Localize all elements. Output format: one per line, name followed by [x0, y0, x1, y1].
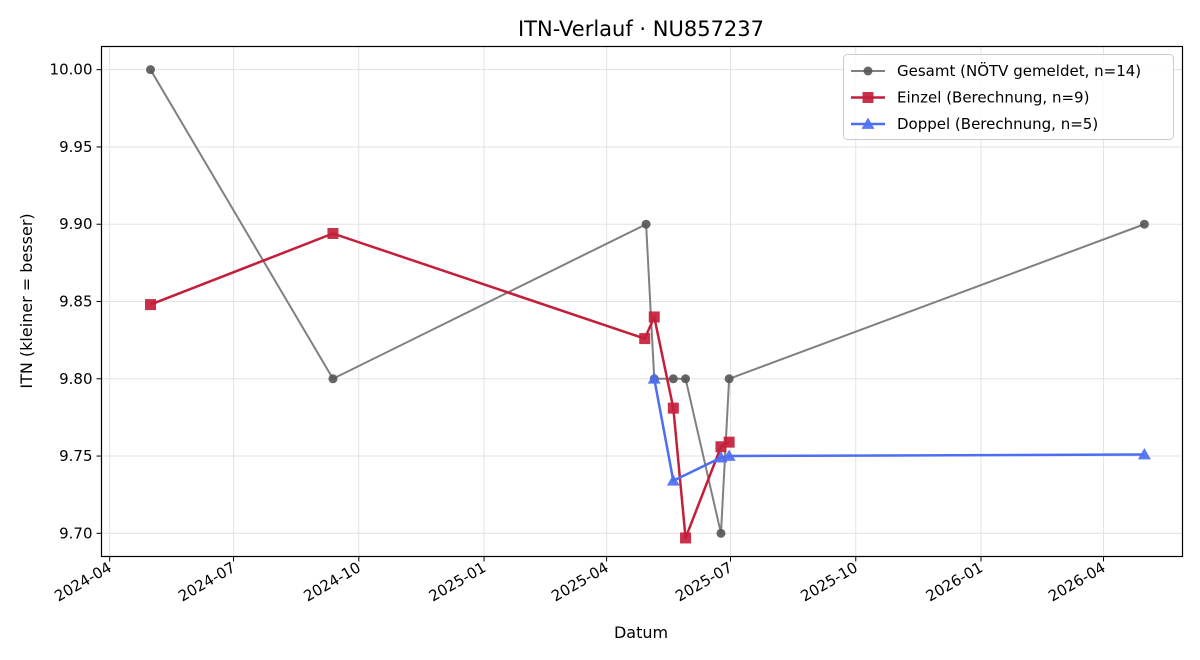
y-axis: 9.70 9.75 9.80 9.85 9.90 9.95 10.00 — [50, 61, 102, 542]
data-point-triangle — [722, 449, 736, 461]
x-tick-label: 2025-10 — [797, 558, 860, 605]
data-point-circle — [146, 65, 156, 75]
y-tick-label: 9.75 — [59, 447, 92, 465]
legend-box — [843, 54, 1174, 140]
x-tick-label: 2024-07 — [175, 558, 238, 605]
chart-title: ITN-Verlauf · NU857237 — [518, 17, 764, 41]
x-axis: 2024-04 2024-07 2024-10 2025-01 2025-04 2025-… — [51, 556, 1109, 605]
series-line — [150, 232, 730, 540]
y-tick-label: 9.85 — [59, 293, 92, 311]
data-point-square — [680, 532, 692, 544]
legend: Gesamt (NÖTV gemeldet, n=14) Einzel (Bere… — [843, 54, 1174, 140]
data-point-triangle — [647, 372, 661, 384]
y-axis-title: ITN (kleiner = besser) — [17, 213, 36, 388]
legend-entry: Gesamt (NÖTV gemeldet, n=14) — [851, 61, 1141, 80]
y-tick-label: 9.70 — [59, 524, 92, 542]
x-tick-label: 2026-04 — [1045, 558, 1108, 605]
legend-label: Einzel (Berechnung, n=9) — [897, 89, 1089, 107]
data-point-circle — [724, 374, 734, 384]
x-tick-label: 2024-10 — [301, 558, 364, 605]
data-point-circle — [1139, 219, 1149, 229]
x-tick-label: 2025-07 — [672, 558, 735, 605]
legend-entry: Einzel (Berechnung, n=9) — [851, 89, 1089, 107]
data-point-triangle — [861, 117, 875, 129]
data-point-circle — [863, 66, 873, 76]
data-point-circle — [641, 219, 651, 229]
y-tick-label: 10.00 — [50, 61, 93, 79]
data-point-circle — [328, 374, 338, 384]
y-tick-label: 9.90 — [59, 215, 92, 233]
data-point-square — [327, 228, 339, 239]
series-triangle — [647, 372, 1151, 486]
x-tick-label: 2026-01 — [923, 558, 986, 605]
x-axis-title: Datum — [614, 623, 668, 642]
data-point-square — [648, 311, 660, 323]
x-tick-label: 2024-04 — [51, 558, 114, 605]
series-layer — [145, 65, 1151, 544]
data-point-triangle — [1137, 448, 1151, 460]
data-point-circle — [716, 528, 726, 538]
data-point-square — [723, 436, 735, 448]
data-point-circle — [681, 374, 691, 384]
legend-label: Gesamt (NÖTV gemeldet, n=14) — [897, 61, 1141, 80]
data-point-square — [639, 333, 651, 345]
data-point-square — [667, 402, 679, 414]
y-tick-label: 9.95 — [59, 138, 92, 156]
data-point-triangle — [666, 474, 680, 486]
legend-entry: Doppel (Berechnung, n=5) — [851, 115, 1098, 133]
x-tick-label: 2025-04 — [548, 558, 611, 605]
data-point-square — [145, 299, 157, 311]
y-tick-label: 9.80 — [59, 370, 92, 388]
legend-label: Doppel (Berechnung, n=5) — [897, 115, 1098, 133]
data-point-circle — [668, 374, 678, 384]
data-point-square — [715, 441, 727, 453]
x-tick-label: 2025-01 — [426, 558, 489, 605]
data-point-square — [862, 92, 874, 103]
